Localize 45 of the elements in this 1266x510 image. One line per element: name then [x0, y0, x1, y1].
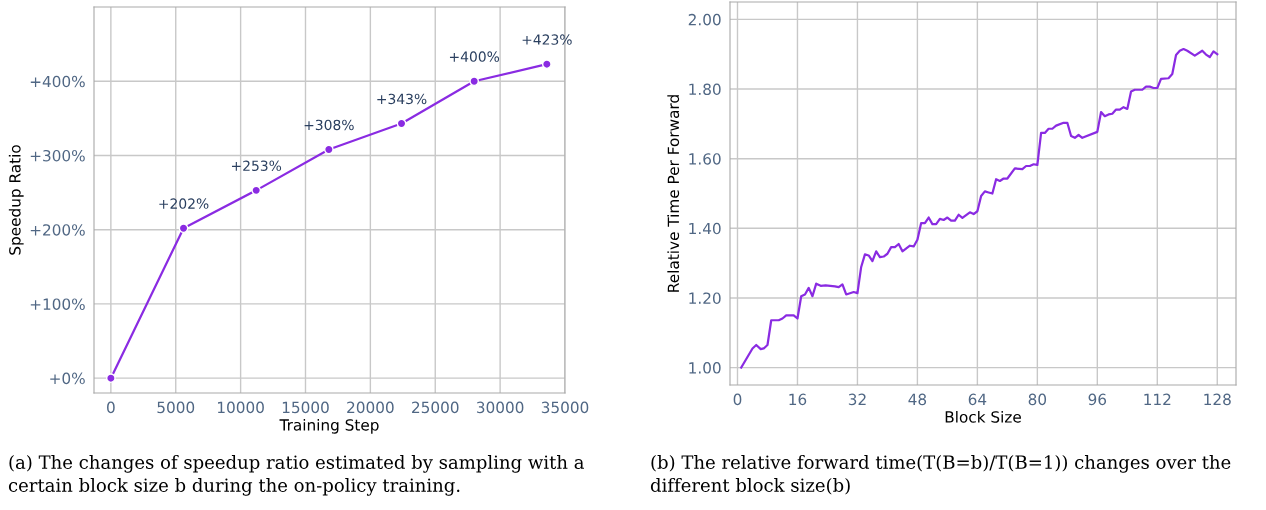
x-tick-label: 16 [789, 393, 807, 406]
y-tick-label: 1.80 [689, 83, 721, 96]
y-tick-label: +200% [30, 224, 85, 236]
x-tick-label: 5000 [157, 401, 195, 414]
data-label: +423% [522, 34, 572, 45]
y-tick-label: 2.00 [688, 13, 721, 26]
x-tick-label: 96 [1088, 393, 1107, 406]
y-tick-label: 1.40 [689, 222, 721, 235]
x-tick-label: 30000 [476, 401, 524, 414]
x-tick-label: 25000 [412, 401, 459, 414]
point [178, 223, 189, 234]
y-tick-label: +0% [50, 372, 85, 385]
point [469, 76, 480, 87]
x-tick-label: 128 [1204, 393, 1231, 406]
point [541, 59, 552, 70]
data-label: +253% [231, 160, 282, 171]
x-axis-title: Training Step [279, 418, 379, 434]
data-label: +343% [377, 93, 427, 105]
y-tick-label: +400% [30, 75, 85, 88]
data-label: +400% [449, 51, 500, 62]
data-label: +202% [159, 198, 209, 209]
y-tick-label: +300% [30, 149, 85, 162]
x-tick-label: 64 [968, 393, 987, 406]
x-tick-label: 15000 [282, 401, 329, 414]
x-tick-label: 20000 [347, 401, 394, 414]
x-tick-label: 0 [107, 401, 115, 414]
x-tick-label: 0 [733, 393, 742, 406]
x-tick-label: 112 [1144, 393, 1171, 405]
data-label: +308% [304, 119, 354, 131]
y-axis-title: Speedup Ratio [8, 145, 24, 255]
y-tick-label: 1.00 [689, 362, 721, 374]
line-series [740, 47, 1219, 369]
x-axis-title: Block Size [945, 410, 1021, 423]
point [106, 373, 116, 384]
x-tick-label: 35000 [541, 401, 589, 414]
y-tick-label: 1.60 [689, 153, 721, 165]
text: (a) The changes of speedup ratio estimated by sampling with a certain block size b during the on-policy training. [8, 455, 584, 496]
y-axis-title: Relative Time Per Forward [667, 95, 680, 292]
x-tick-label: 32 [848, 393, 866, 406]
x-tick-label: 80 [1028, 393, 1047, 406]
text: (b) The relative forward time(T(B=b)/T(B=1)) changes over the different block size(b) [650, 455, 1231, 495]
y-tick-label: 1.20 [689, 292, 721, 304]
x-tick-label: 48 [908, 393, 927, 406]
x-tick-label: 10000 [218, 401, 264, 414]
y-tick-label: +100% [30, 298, 85, 310]
